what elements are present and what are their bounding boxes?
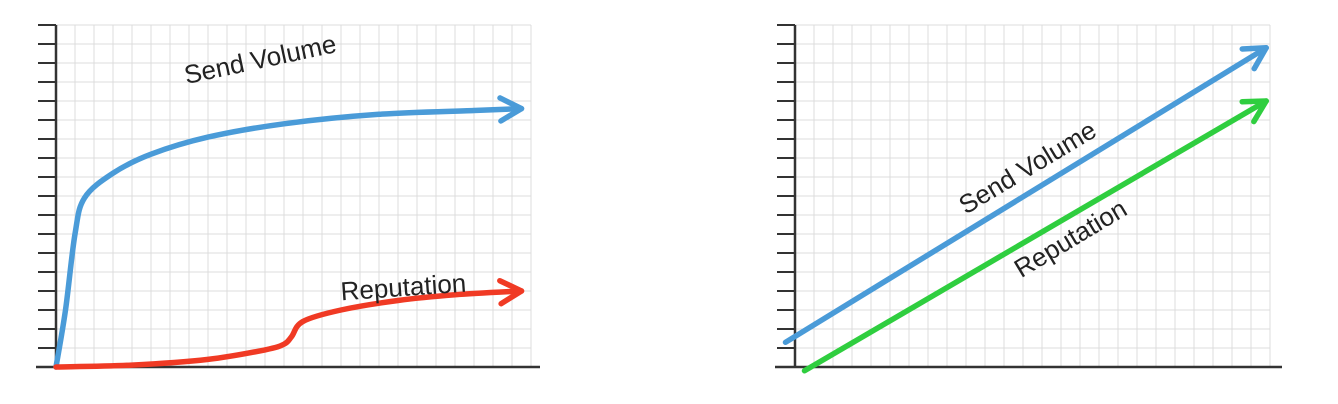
arrowhead-icon [497, 277, 525, 307]
series-line-send-volume [782, 45, 1269, 346]
series-line-send-volume [53, 105, 525, 370]
series-label: Reputation [340, 268, 468, 307]
series-label: Send Volume [181, 28, 339, 90]
arrowhead-icon [497, 95, 525, 124]
chart-left: Send Volume Reputation [36, 24, 540, 370]
series-label: Send Volume [953, 115, 1101, 220]
arrowhead-icon [1239, 45, 1269, 72]
grid [795, 24, 1271, 367]
arrowhead-icon [1239, 98, 1269, 125]
series-line-reputation [53, 288, 525, 370]
series-line-reputation [801, 98, 1269, 374]
grid [56, 24, 532, 367]
